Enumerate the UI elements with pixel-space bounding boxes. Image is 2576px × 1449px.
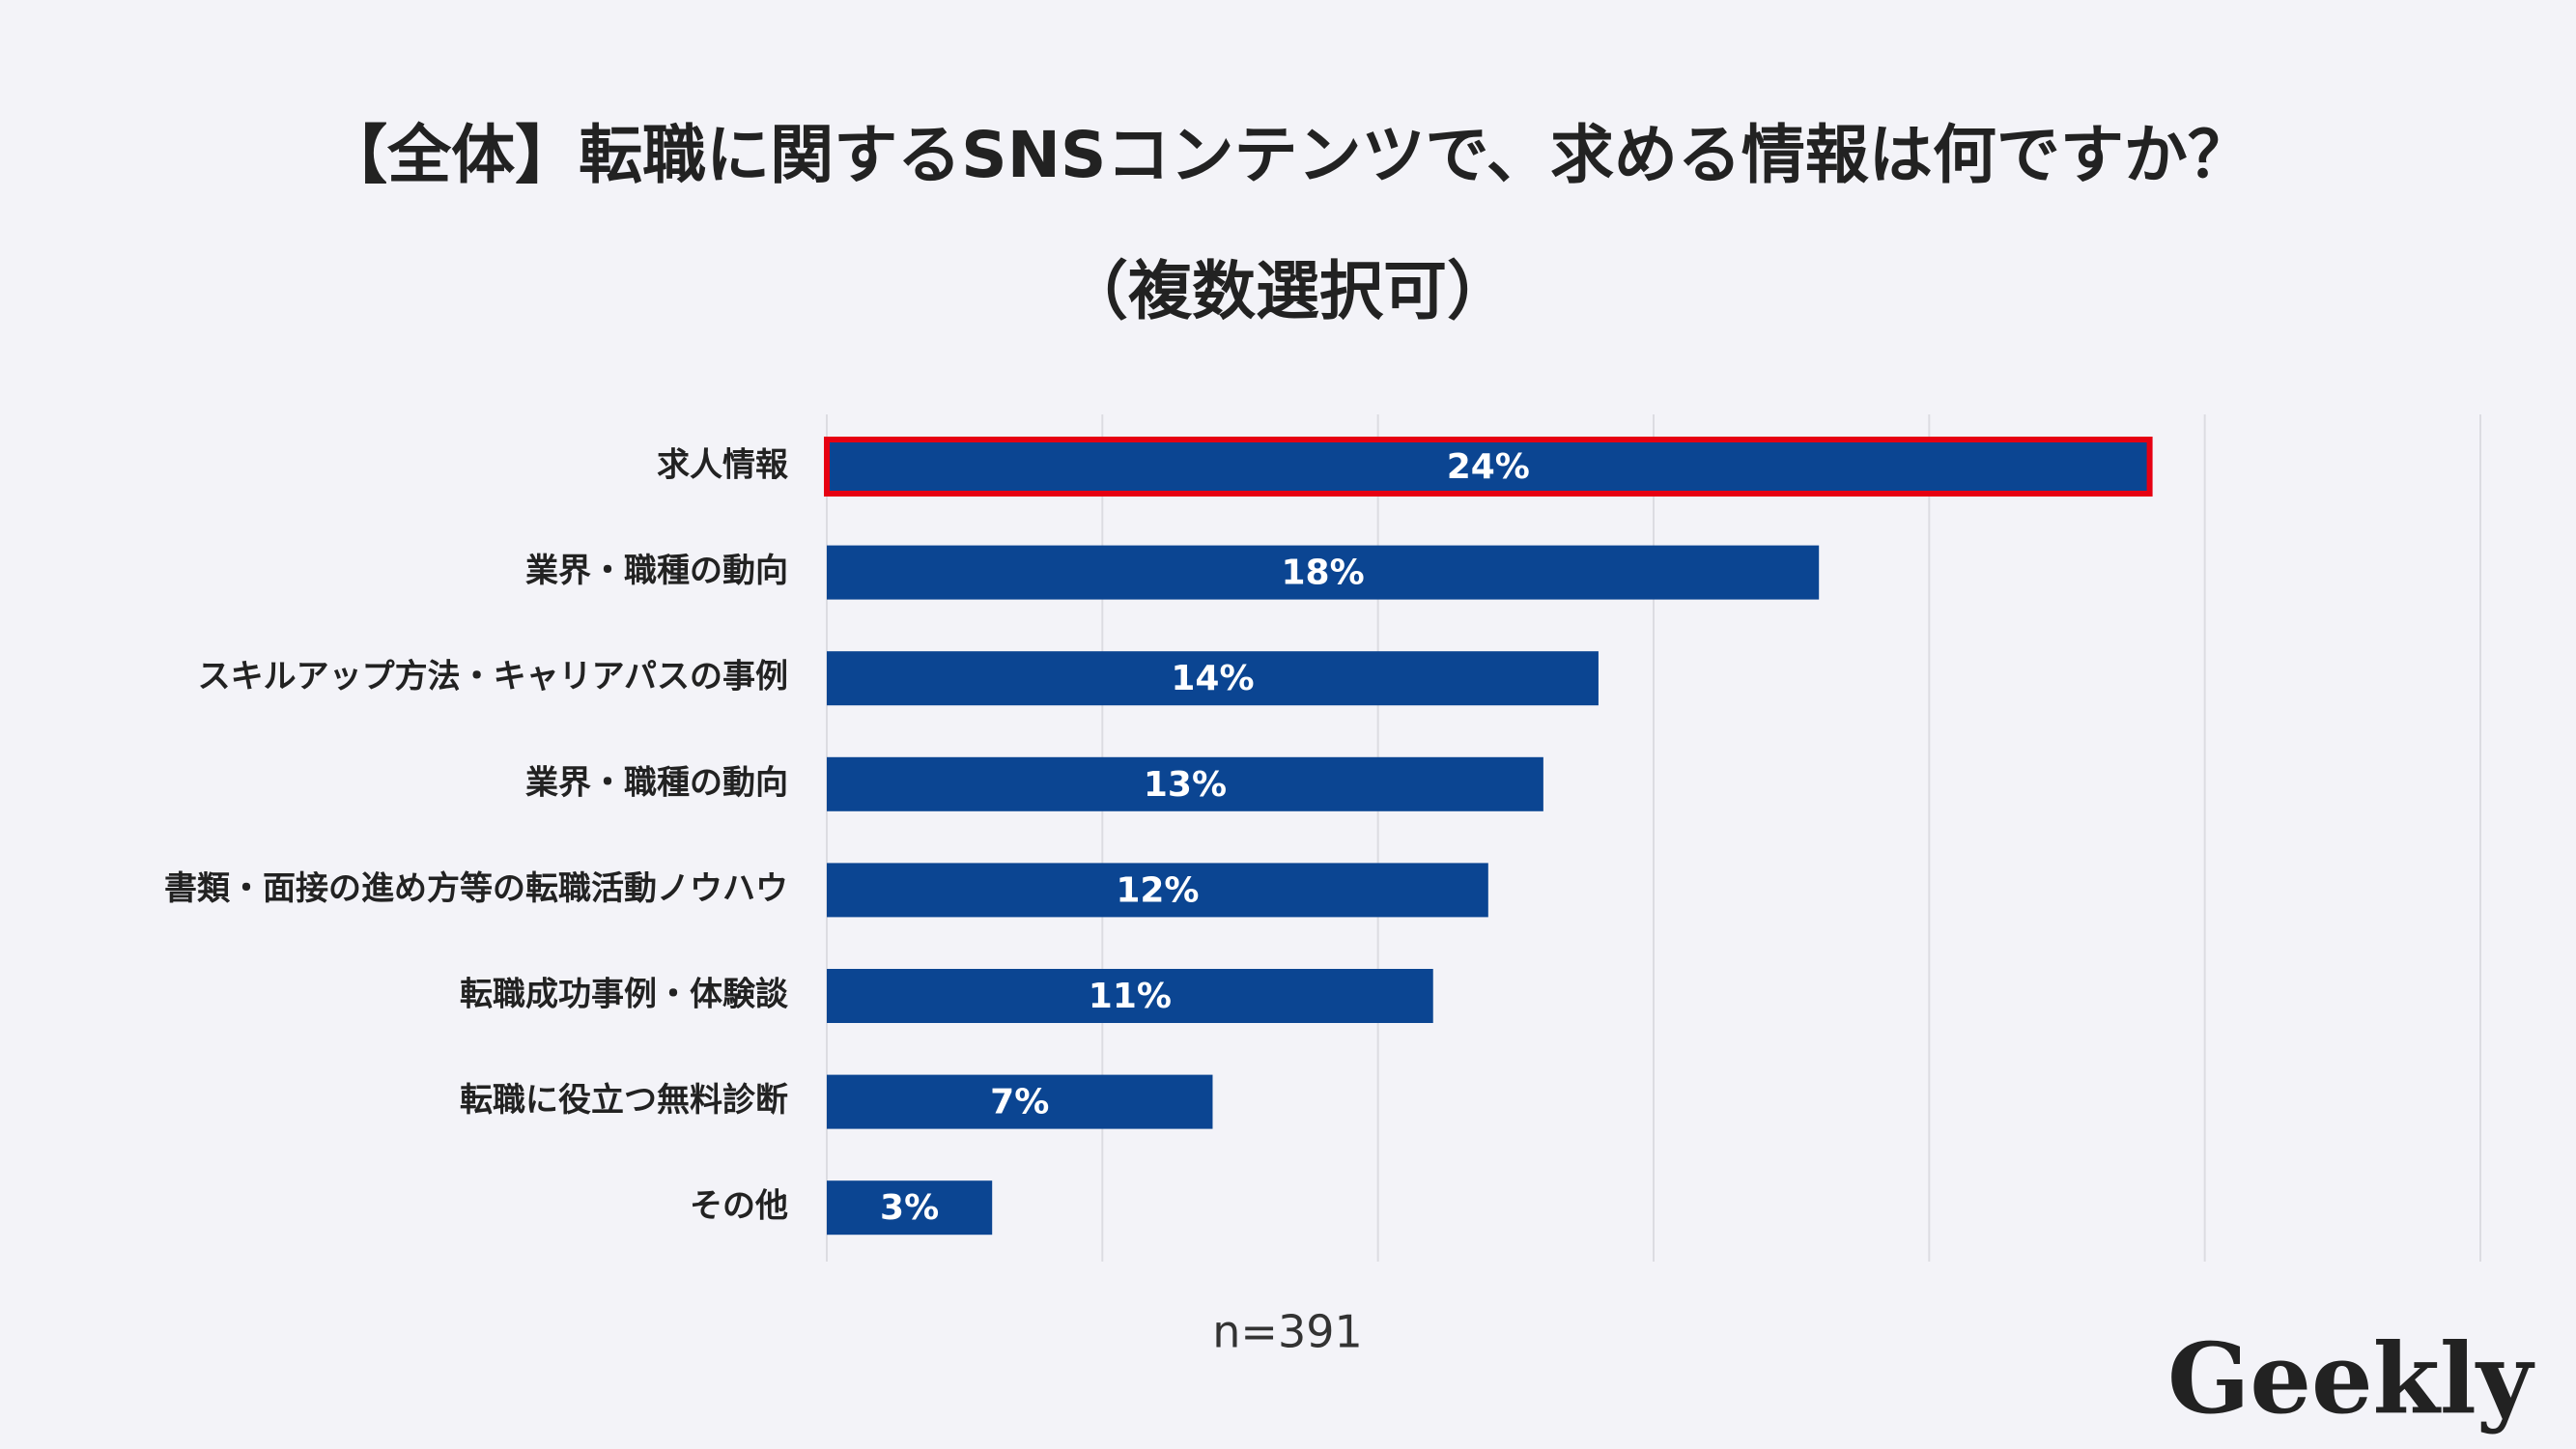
sample-note: n=391 [1212, 1306, 1363, 1358]
value-label: 3% [880, 1188, 939, 1228]
y-tick-label: 転職成功事例・体験談 [460, 976, 789, 1014]
y-tick-label: その他 [690, 1187, 788, 1226]
y-tick-label: 転職に役立つ無料診断 [460, 1081, 788, 1120]
bar [827, 651, 1599, 706]
bar [827, 1180, 993, 1236]
y-tick-label: 書類・面接の進め方等の転職活動ノウハウ [164, 869, 788, 908]
bar [827, 756, 1543, 811]
value-label: 12% [1116, 870, 1199, 910]
value-label: 13% [1144, 765, 1227, 805]
value-label: 24% [1447, 447, 1530, 487]
chart-subtitle: （複数選択可） [1064, 254, 1511, 328]
bar [827, 969, 1433, 1023]
brand-logo: Geekly [2167, 1321, 2535, 1435]
bar [827, 545, 1820, 600]
bar [827, 863, 1488, 918]
bar [827, 1074, 1213, 1129]
y-tick-label: スキルアップ方法・キャリアパスの事例 [198, 658, 788, 696]
bar [824, 437, 2153, 497]
value-label: 7% [990, 1083, 1049, 1122]
value-label: 11% [1089, 977, 1172, 1016]
y-tick-label: 求人情報 [657, 446, 788, 485]
y-tick-label: 業界・職種の動向 [525, 552, 788, 590]
chart-title: 【全体】転職に関するSNSコンテンツで、求める情報は何ですか？ [324, 118, 2251, 192]
value-label: 18% [1282, 554, 1365, 593]
y-tick-label: 業界・職種の動向 [525, 763, 788, 802]
value-label: 14% [1171, 659, 1254, 698]
